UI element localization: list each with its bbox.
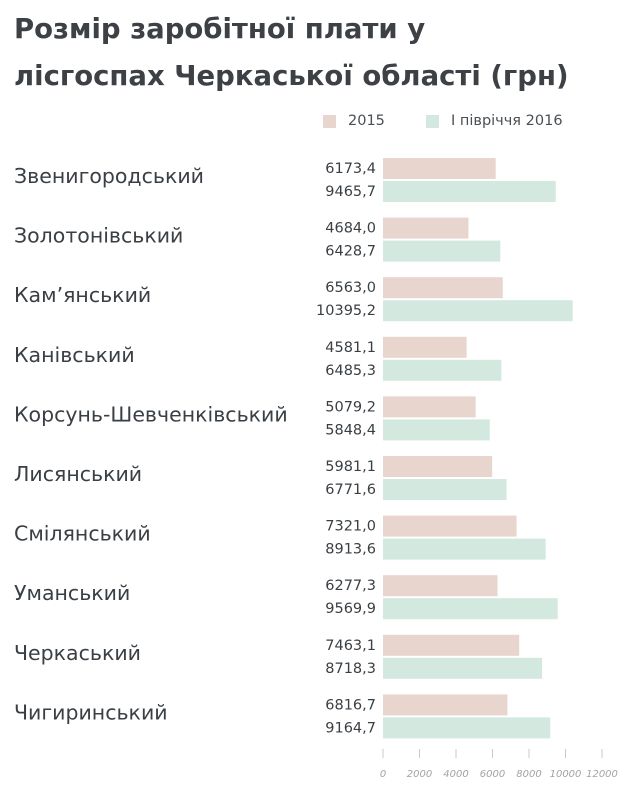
- bar-2016: [383, 240, 501, 262]
- legend-label-2015: 2015: [348, 113, 385, 129]
- value-label: 6816,7: [325, 697, 376, 713]
- bar-2015: [383, 396, 476, 418]
- legend-label-2016: І півріччя 2016: [451, 113, 563, 129]
- bar-2016: [383, 538, 546, 560]
- chart-title-line-1: Розмір заробітної плати у: [14, 13, 426, 45]
- value-label: 8718,3: [325, 661, 376, 677]
- value-label: 9569,9: [325, 601, 376, 617]
- value-label: 6428,7: [325, 244, 376, 260]
- bar-2015: [383, 456, 493, 477]
- bar-2015: [383, 575, 498, 597]
- x-tick-label: 2000: [407, 769, 432, 780]
- x-tick-label: 10000: [550, 769, 582, 780]
- legend-swatch-2016: [426, 114, 439, 128]
- bar-2015: [383, 634, 520, 656]
- value-label: 5079,2: [325, 399, 376, 415]
- chart-title: Розмір заробітної плати у лісгоспах Черк…: [14, 6, 614, 100]
- value-label: 6173,4: [325, 161, 376, 177]
- bar-2015: [383, 217, 469, 239]
- bar-2016: [383, 419, 490, 441]
- value-label: 7321,0: [325, 519, 376, 535]
- bar-2016: [383, 657, 543, 679]
- bar-2016: [383, 181, 556, 202]
- category-label: Кам’янський: [14, 283, 151, 307]
- category-label: Звенигородський: [14, 164, 204, 188]
- bar-2015: [383, 515, 517, 537]
- x-tick-label: 12000: [586, 769, 618, 780]
- bar-2016: [383, 717, 551, 739]
- value-label: 6485,3: [325, 363, 376, 379]
- bar-2016: [383, 479, 507, 500]
- category-label: Черкаський: [14, 641, 141, 665]
- value-label: 8913,6: [325, 542, 376, 558]
- category-label: Уманський: [14, 581, 130, 605]
- legend-item-2016: І півріччя 2016: [426, 113, 563, 129]
- bar-2016: [383, 300, 573, 322]
- value-label: 9465,7: [325, 184, 376, 200]
- bar-2015: [383, 158, 496, 179]
- x-tick-label: 6000: [480, 769, 505, 780]
- bar-2016: [383, 359, 502, 381]
- x-tick-label: 8000: [516, 769, 541, 780]
- category-label: Канівський: [14, 343, 135, 367]
- bar-2015: [383, 694, 508, 716]
- value-label: 4684,0: [325, 221, 376, 237]
- legend-swatch-2015: [323, 114, 336, 128]
- value-label: 6563,0: [325, 280, 376, 296]
- value-label: 5848,4: [325, 422, 376, 438]
- category-label: Корсунь-Шевченківський: [14, 402, 288, 426]
- x-tick-label: 4000: [443, 769, 468, 780]
- value-label: 6771,6: [325, 482, 376, 498]
- value-label: 5981,1: [325, 459, 376, 475]
- category-label: Лисянський: [14, 462, 142, 486]
- chart-title-line-2: лісгоспах Черкаської області (грн): [14, 60, 569, 92]
- category-label: Золотонівський: [14, 224, 183, 248]
- value-label: 10395,2: [316, 303, 376, 319]
- x-tick-label: 0: [380, 769, 386, 780]
- bar-2015: [383, 277, 503, 299]
- bar-2015: [383, 336, 467, 358]
- value-label: 7463,1: [325, 638, 376, 654]
- category-label: Чигиринський: [14, 700, 168, 724]
- legend-item-2015: 2015: [323, 113, 385, 129]
- value-label: 4581,1: [325, 340, 376, 356]
- bar-2016: [383, 598, 558, 620]
- value-label: 9164,7: [325, 720, 376, 736]
- category-label: Смілянський: [14, 522, 151, 546]
- value-label: 6277,3: [325, 578, 376, 594]
